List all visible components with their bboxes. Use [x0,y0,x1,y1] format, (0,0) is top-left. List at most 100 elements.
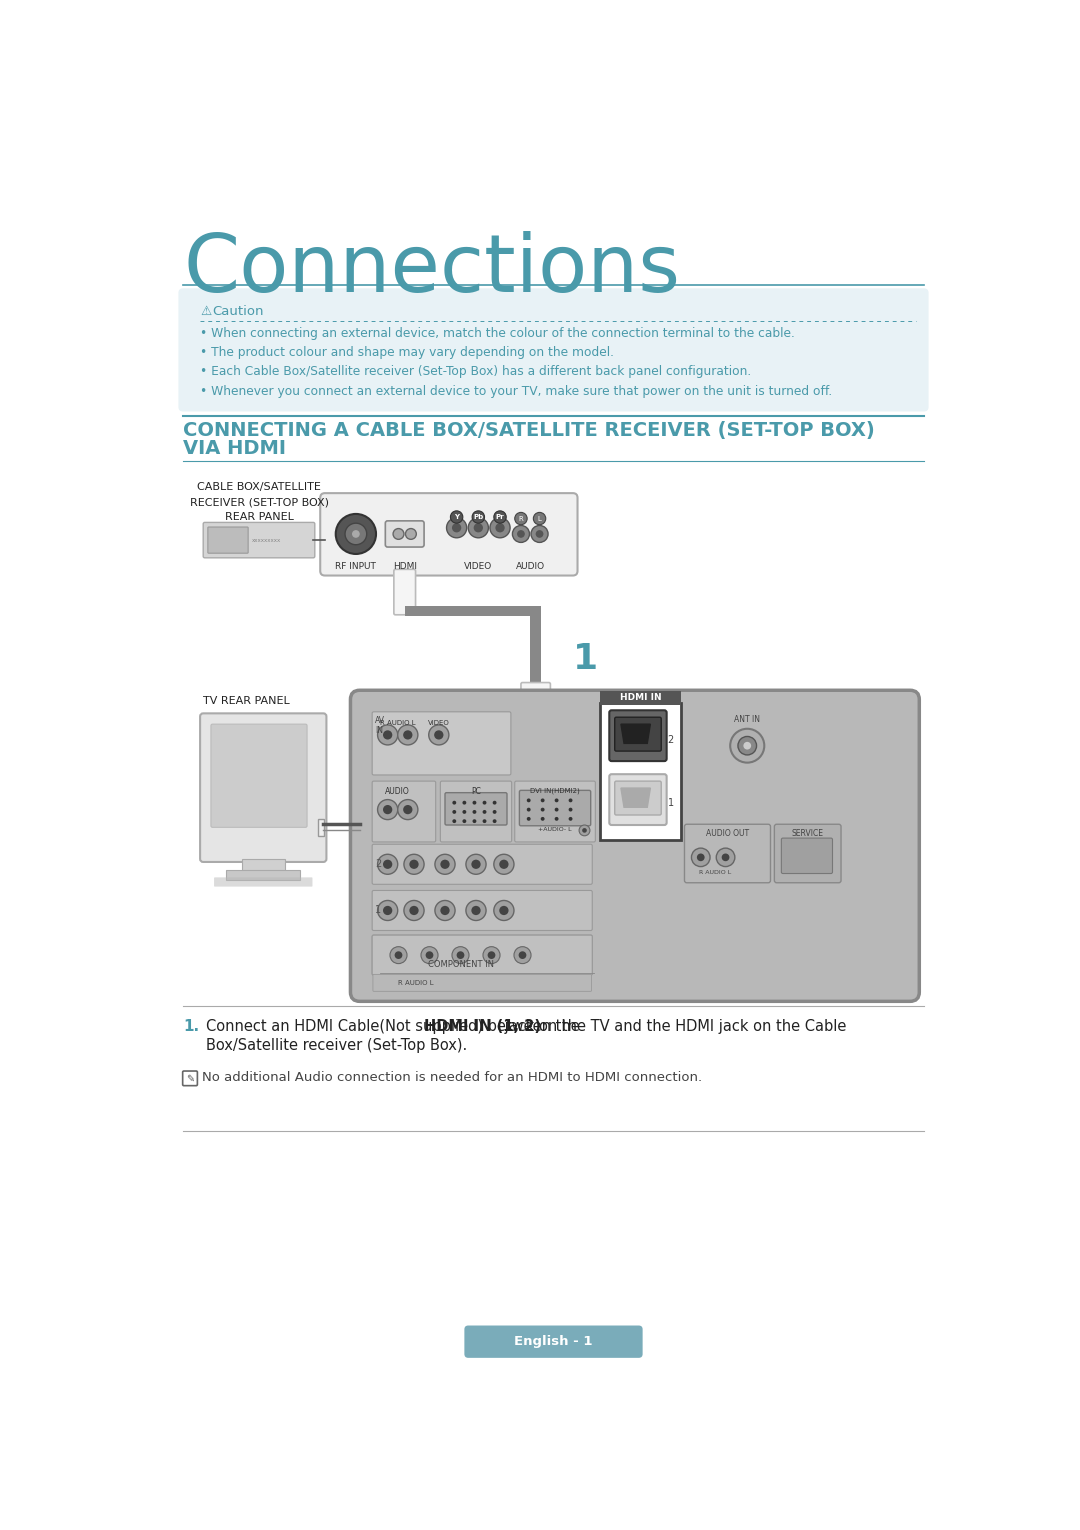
Circle shape [568,799,572,802]
Text: 2: 2 [667,734,674,745]
Circle shape [390,947,407,964]
Circle shape [409,860,419,869]
Text: RF INPUT: RF INPUT [336,563,376,571]
FancyBboxPatch shape [600,692,681,705]
Circle shape [469,517,488,539]
Circle shape [472,511,485,523]
Text: No additional Audio connection is needed for an HDMI to HDMI connection.: No additional Audio connection is needed… [202,1071,702,1085]
Circle shape [579,825,590,835]
Text: jack on the TV and the HDMI jack on the Cable: jack on the TV and the HDMI jack on the … [500,1019,847,1034]
Circle shape [429,725,449,745]
FancyBboxPatch shape [214,877,312,886]
FancyBboxPatch shape [685,825,770,883]
Circle shape [697,854,704,861]
Text: CABLE BOX/SATELLITE
RECEIVER (SET-TOP BOX)
REAR PANEL: CABLE BOX/SATELLITE RECEIVER (SET-TOP BO… [189,482,328,522]
Text: Pb: Pb [473,514,484,520]
Circle shape [499,906,509,915]
Circle shape [383,805,392,814]
FancyBboxPatch shape [350,690,919,1001]
Text: 1: 1 [667,799,674,808]
FancyBboxPatch shape [441,782,512,842]
Text: Caution: Caution [213,306,264,318]
FancyBboxPatch shape [373,935,592,975]
FancyBboxPatch shape [242,858,284,872]
Polygon shape [621,724,650,744]
FancyBboxPatch shape [227,871,300,880]
FancyBboxPatch shape [373,845,592,884]
Circle shape [494,901,514,921]
Text: • When connecting an external device, match the colour of the connection termina: • When connecting an external device, ma… [200,327,795,340]
Circle shape [473,819,476,823]
Circle shape [336,514,376,554]
FancyBboxPatch shape [394,569,416,615]
Circle shape [471,950,481,959]
FancyBboxPatch shape [464,1325,643,1357]
Circle shape [512,525,529,543]
Circle shape [465,946,486,965]
FancyBboxPatch shape [211,724,307,828]
Circle shape [462,800,467,805]
Text: R: R [518,516,524,522]
Circle shape [409,950,419,959]
Circle shape [378,946,397,965]
Circle shape [483,947,500,964]
Bar [405,606,541,617]
Circle shape [494,511,507,523]
FancyBboxPatch shape [373,975,592,991]
Circle shape [394,952,403,959]
FancyBboxPatch shape [609,710,666,760]
Circle shape [471,906,481,915]
Circle shape [441,860,449,869]
Circle shape [730,728,765,762]
Text: ⚠: ⚠ [200,306,212,318]
FancyBboxPatch shape [519,791,591,826]
Circle shape [499,860,509,869]
Circle shape [345,523,367,545]
Text: HDMI IN: HDMI IN [620,693,661,702]
Circle shape [383,860,392,869]
FancyBboxPatch shape [200,713,326,861]
FancyBboxPatch shape [203,522,314,558]
Text: VIA HDMI: VIA HDMI [183,439,286,459]
Circle shape [527,808,530,811]
Text: 1.: 1. [183,1019,199,1034]
Circle shape [409,906,419,915]
Circle shape [352,529,360,539]
Circle shape [531,525,548,543]
Circle shape [568,817,572,820]
FancyBboxPatch shape [373,935,592,975]
Circle shape [465,901,486,921]
Text: TV REAR PANEL: TV REAR PANEL [203,696,289,705]
Circle shape [473,809,476,814]
Circle shape [434,730,444,739]
Circle shape [691,848,710,866]
Text: 1: 1 [572,643,598,676]
Circle shape [453,809,456,814]
FancyBboxPatch shape [615,718,661,751]
Text: CONNECTING A CABLE BOX/SATELLITE RECEIVER (SET-TOP BOX): CONNECTING A CABLE BOX/SATELLITE RECEIVE… [183,421,875,439]
Text: AUDIO OUT: AUDIO OUT [706,829,750,838]
Circle shape [403,730,413,739]
FancyBboxPatch shape [774,825,841,883]
Circle shape [462,819,467,823]
Circle shape [435,854,455,874]
Polygon shape [621,788,650,808]
Circle shape [435,946,455,965]
Text: AV
IN: AV IN [375,716,386,734]
Text: Connect an HDMI Cable(Not supplied) between the: Connect an HDMI Cable(Not supplied) betw… [206,1019,584,1034]
Circle shape [515,513,527,525]
Circle shape [490,517,510,539]
Circle shape [492,800,497,805]
Circle shape [514,947,531,964]
Text: HDMI: HDMI [393,563,417,571]
Circle shape [492,809,497,814]
Circle shape [405,528,416,540]
Circle shape [404,946,424,965]
Circle shape [743,742,751,750]
Circle shape [716,848,734,866]
Circle shape [494,946,514,965]
Circle shape [393,528,404,540]
Circle shape [499,950,509,959]
Text: DVI IN(HDMI2): DVI IN(HDMI2) [530,788,580,794]
Circle shape [378,854,397,874]
